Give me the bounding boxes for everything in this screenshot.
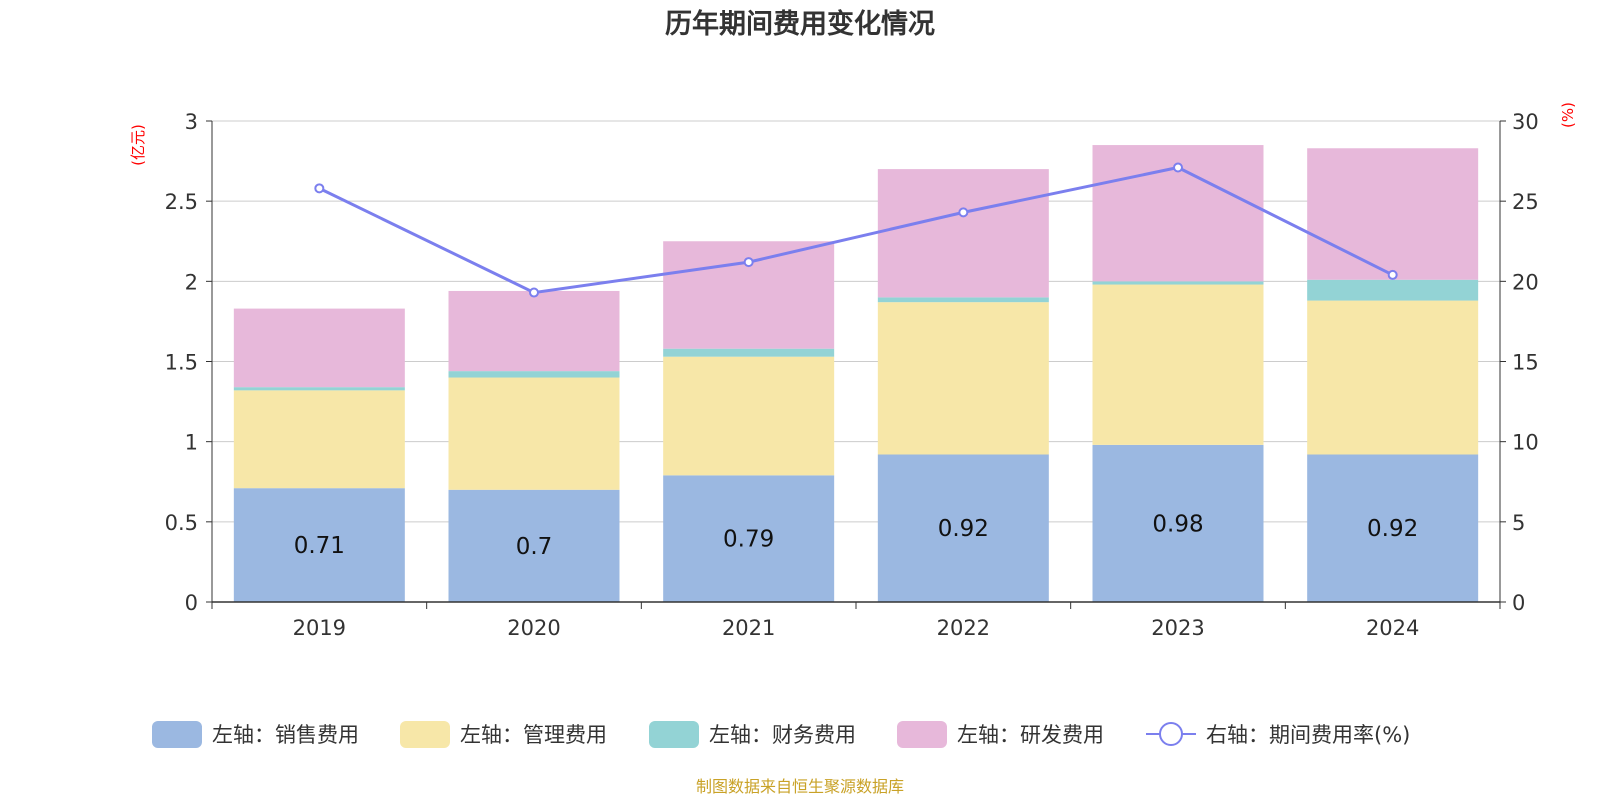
bar-segment <box>1307 454 1479 602</box>
bar-segment <box>1092 444 1264 602</box>
bar-segment <box>233 308 405 388</box>
line-point <box>1387 269 1398 280</box>
data-label: 0.98 <box>1152 511 1203 537</box>
rate-line <box>318 165 1394 295</box>
bar-series <box>233 145 1479 602</box>
data-label: 0.7 <box>516 534 553 560</box>
right-axis-tick-label: 30 <box>1512 110 1539 134</box>
right-axis-tick-label: 0 <box>1512 591 1525 615</box>
legend-swatch <box>649 721 699 748</box>
x-axis-tick-label: 2023 <box>1151 616 1204 640</box>
bar-segment <box>663 475 835 602</box>
right-axis-tick-label: 5 <box>1512 511 1525 535</box>
legend-swatch <box>152 721 202 748</box>
x-axis-tick-label: 2020 <box>507 616 560 640</box>
legend-label: 左轴：销售费用 <box>212 723 359 747</box>
bar-segment <box>233 387 405 391</box>
left-axis-tick-label: 0 <box>185 591 198 615</box>
bar-segment <box>663 356 835 476</box>
legend: 左轴：销售费用 左轴：管理费用 左轴：财务费用 左轴：研发费用 右轴：期间费用率(%) <box>152 721 1410 748</box>
left-axis-tick-label: 2 <box>185 270 198 294</box>
line-point <box>1173 162 1183 173</box>
data-label: 0.92 <box>1367 516 1418 542</box>
bar-segment <box>1307 279 1479 301</box>
x-axis-tick-label: 2024 <box>1366 616 1419 640</box>
line-point <box>314 183 325 194</box>
bar-segment <box>448 371 620 378</box>
legend-swatch <box>400 721 450 748</box>
bar-segment <box>233 390 405 489</box>
x-axis-tick-label: 2019 <box>293 616 346 640</box>
legend-marker-icon <box>1159 722 1183 746</box>
bar-segment <box>448 290 620 372</box>
bar-segment <box>1092 284 1264 445</box>
legend-swatch <box>897 721 947 748</box>
legend-label: 右轴：期间费用率(%) <box>1206 723 1410 747</box>
data-label: 0.92 <box>938 516 989 542</box>
right-axis-tick-label: 10 <box>1512 431 1539 455</box>
legend-label: 左轴：财务费用 <box>709 723 856 747</box>
bar-segment <box>448 377 620 490</box>
left-axis-tick-label: 2.5 <box>165 190 198 214</box>
bar-segment <box>663 348 835 357</box>
left-axis-unit: (亿元) <box>129 124 147 166</box>
bar-segment <box>233 488 405 602</box>
line-series <box>314 162 1398 298</box>
line-point <box>743 257 754 268</box>
right-axis-tick-label: 25 <box>1512 190 1539 214</box>
left-axis-tick-label: 0.5 <box>165 511 198 535</box>
left-axis-tick-label: 3 <box>185 110 198 134</box>
bar-segment <box>1092 281 1264 285</box>
line-point <box>529 287 539 298</box>
line-point <box>958 207 969 218</box>
grid-lines <box>212 120 1500 523</box>
x-axis-tick-label: 2022 <box>937 616 990 640</box>
x-axis-tick-label: 2021 <box>722 616 775 640</box>
data-label: 0.71 <box>294 533 345 559</box>
bar-segment <box>1307 300 1479 455</box>
right-axis-unit: (%) <box>1559 102 1577 128</box>
bar-segment <box>877 297 1049 303</box>
right-axis-tick-label: 15 <box>1512 351 1539 375</box>
legend-label: 左轴：研发费用 <box>957 723 1104 747</box>
left-axis-tick-label: 1 <box>185 431 198 455</box>
bar-segment <box>1307 148 1479 280</box>
data-label: 0.79 <box>723 527 774 553</box>
source-note: 制图数据来自恒生聚源数据库 <box>696 777 904 796</box>
left-axis-tick-label: 1.5 <box>165 351 198 375</box>
bar-segment <box>877 454 1049 602</box>
bar-segment <box>877 302 1049 455</box>
bar-segment <box>448 489 620 602</box>
legend-label: 左轴：管理费用 <box>460 723 607 747</box>
chart-title: 历年期间费用变化情况 <box>665 8 935 40</box>
data-labels: 0.71 0.7 0.79 0.92 0.98 0.92 <box>294 511 1419 559</box>
right-axis-tick-label: 20 <box>1512 270 1539 294</box>
bar-segment <box>877 169 1049 298</box>
